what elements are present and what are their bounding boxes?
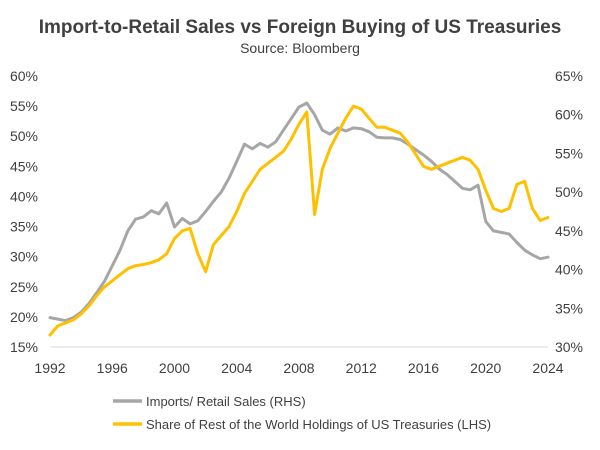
right-tick-label: 35%: [555, 300, 583, 316]
right-tick-label: 65%: [555, 68, 583, 84]
x-tick-label: 1992: [34, 360, 65, 376]
x-tick-label: 2020: [470, 360, 501, 376]
left-tick-label: 45%: [10, 158, 38, 174]
legend: Imports/ Retail Sales (RHS) Share of Res…: [113, 394, 491, 432]
series-line-imports: [48, 101, 550, 323]
right-tick-label: 50%: [555, 184, 583, 200]
left-tick-label: 30%: [10, 249, 38, 265]
left-tick-label: 15%: [10, 339, 38, 355]
left-tick-label: 60%: [10, 68, 38, 84]
left-tick-label: 35%: [10, 219, 38, 235]
right-tick-label: 40%: [555, 262, 583, 278]
legend-label-foreign-holdings: Share of Rest of the World Holdings of U…: [146, 417, 491, 432]
x-tick-label: 2004: [221, 360, 252, 376]
x-tick-label: 2008: [283, 360, 314, 376]
left-tick-label: 20%: [10, 309, 38, 325]
left-tick-label: 40%: [10, 188, 38, 204]
legend-label-imports: Imports/ Retail Sales (RHS): [146, 394, 306, 409]
x-tick-label: 2012: [346, 360, 377, 376]
left-y-axis: 15% 20% 25% 30% 35% 40% 45% 50% 55% 60%: [10, 68, 38, 355]
left-tick-label: 50%: [10, 128, 38, 144]
right-tick-label: 55%: [555, 145, 583, 161]
x-tick-label: 1996: [97, 360, 128, 376]
right-tick-label: 30%: [555, 339, 583, 355]
x-tick-label: 2000: [159, 360, 190, 376]
chart-title: Import-to-Retail Sales vs Foreign Buying…: [39, 17, 562, 38]
plot-area: [48, 101, 550, 337]
chart-subtitle: Source: Bloomberg: [240, 40, 360, 56]
left-tick-label: 25%: [10, 279, 38, 295]
left-tick-label: 55%: [10, 98, 38, 114]
series-line-foreign-holdings: [48, 104, 550, 337]
right-tick-label: 60%: [555, 107, 583, 123]
x-axis: 1992 1996 2000 2004 2008 2012 2016 2020 2024: [34, 360, 563, 376]
right-tick-label: 45%: [555, 223, 583, 239]
x-tick-label: 2024: [532, 360, 563, 376]
x-tick-label: 2016: [408, 360, 439, 376]
right-y-axis: 30% 35% 40% 45% 50% 55% 60% 65%: [555, 68, 583, 355]
